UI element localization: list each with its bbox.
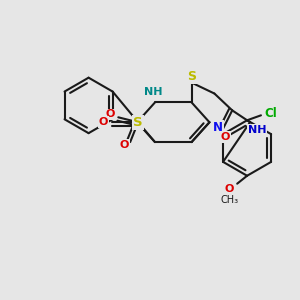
Text: O: O: [106, 109, 115, 119]
Text: NH: NH: [144, 86, 162, 97]
Text: CH₃: CH₃: [220, 194, 238, 205]
Text: O: O: [99, 117, 108, 127]
Text: O: O: [225, 184, 234, 194]
Text: Cl: Cl: [265, 107, 277, 120]
Text: N: N: [213, 121, 224, 134]
Text: NH: NH: [248, 125, 266, 135]
Text: O: O: [220, 132, 230, 142]
Text: S: S: [187, 70, 196, 83]
Text: S: S: [133, 116, 143, 129]
Text: O: O: [120, 140, 129, 150]
